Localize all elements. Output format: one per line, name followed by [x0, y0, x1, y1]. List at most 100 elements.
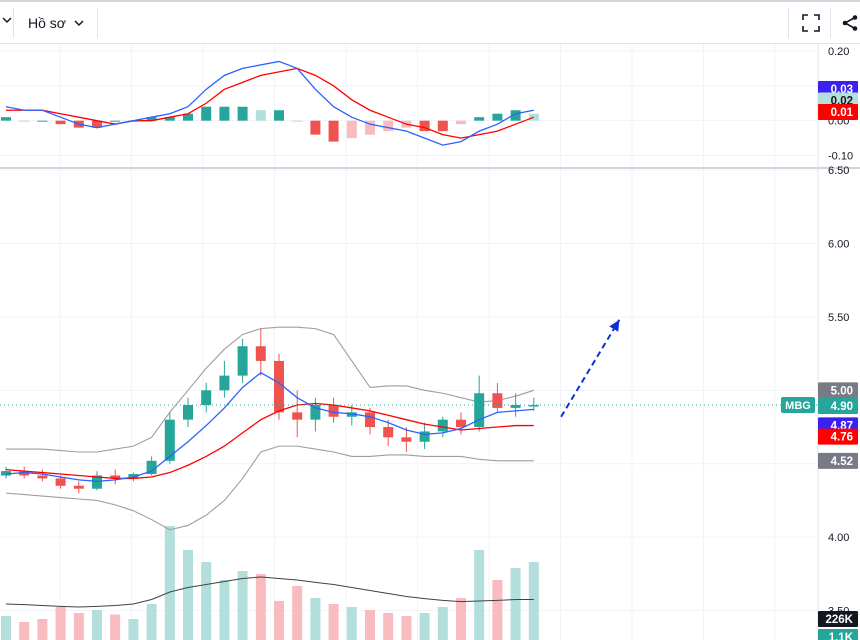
volume-bar — [1, 616, 11, 640]
volume-bar — [128, 619, 139, 640]
macd-histogram-bar — [183, 113, 193, 121]
candle-body — [510, 405, 521, 408]
bollinger-upper-value-label: 5.00 — [831, 385, 853, 397]
volume-bar — [510, 568, 521, 640]
volume-bar — [55, 607, 66, 640]
macd-histogram-bar — [110, 120, 121, 122]
volume-bar — [456, 598, 466, 640]
share-icon[interactable] — [834, 8, 860, 38]
macd-histogram-bar — [219, 106, 230, 121]
volume-bar — [19, 622, 30, 640]
signal-value-label-bg — [818, 103, 858, 120]
last-price-value-label-bg — [818, 398, 858, 414]
volume-ma-line — [5, 576, 534, 608]
candle-body — [365, 412, 375, 428]
bollinger-lower-value-label-bg — [818, 452, 858, 469]
chart-canvas[interactable]: 0.200.100.00-0.106.506.005.504.003.500.0… — [0, 44, 860, 640]
volume-bar — [73, 613, 84, 640]
volume-value-label: 1.1K — [829, 632, 854, 640]
macd-line — [5, 60, 534, 146]
price-axis-tick-label: 6.50 — [828, 165, 849, 177]
candle-body — [456, 419, 466, 428]
candle-body — [383, 427, 394, 438]
prediction-arrow — [560, 319, 621, 418]
volume-bar — [346, 607, 357, 640]
volume-bar — [164, 526, 175, 640]
volume-bar — [365, 610, 375, 640]
ticker-badge: MBG — [785, 400, 811, 412]
volume-bar — [328, 604, 339, 640]
candle-body — [73, 485, 84, 489]
volume-bar — [401, 616, 412, 640]
volume-bar — [146, 604, 157, 640]
price-axis-tick-label: 6.00 — [828, 238, 849, 250]
candle-body — [474, 393, 485, 428]
macd-histogram-bar — [201, 106, 212, 121]
candle-body — [237, 346, 248, 376]
macd-histogram-bar — [492, 113, 503, 121]
macd-axis-tick-label: 0.20 — [828, 46, 849, 58]
macd-histogram-bar — [419, 120, 430, 132]
chart-toolbar: Hồ sơ — [0, 0, 860, 44]
volume-ma-value-label-bg — [818, 611, 858, 627]
macd-histogram-bar — [92, 120, 102, 128]
candle-body — [183, 405, 193, 420]
candle-body — [110, 475, 121, 479]
macd-histogram-bar — [237, 106, 248, 121]
candle-body — [55, 478, 66, 486]
chevron-down-icon — [74, 15, 84, 31]
toolbar-divider — [788, 8, 789, 38]
candle-body — [128, 474, 139, 479]
macd-signal-line — [6, 67, 535, 139]
toolbar-divider — [97, 8, 98, 38]
macd-histogram-bar — [474, 117, 485, 121]
candle-body — [310, 405, 321, 420]
macd-histogram-bar — [365, 120, 375, 135]
volume-bar — [492, 580, 503, 640]
signal-value-label: 0.01 — [831, 107, 854, 119]
volume-bar — [437, 607, 448, 640]
macd-histogram-bar — [37, 120, 48, 122]
candle-body — [437, 419, 448, 432]
profile-dropdown[interactable]: Hồ sơ — [20, 8, 92, 38]
macd-histogram-bar — [19, 120, 30, 122]
toolbar-divider — [13, 8, 14, 38]
last-price-value-label: 4.90 — [831, 401, 853, 413]
volume-bar — [255, 574, 266, 640]
macd-histogram-bar — [437, 120, 448, 132]
slow-ma-value-label: 4.76 — [831, 432, 853, 444]
macd-histogram-bar — [346, 120, 357, 139]
candle-body — [92, 475, 102, 489]
candle-body — [37, 475, 48, 479]
chevron-down-icon[interactable] — [2, 14, 12, 28]
candle-body — [164, 419, 175, 461]
fullscreen-icon[interactable] — [795, 8, 827, 38]
volume-bar — [110, 614, 121, 640]
macd-histogram-bar — [328, 120, 339, 142]
candle-body — [401, 437, 412, 442]
bollinger-upper-value-label-bg — [818, 382, 858, 399]
volume-value-label-bg — [818, 629, 858, 640]
candle-body — [19, 471, 30, 476]
volume-bar — [474, 550, 485, 640]
prediction-arrowhead — [609, 319, 620, 332]
macd-histogram-bar — [383, 120, 394, 132]
fast-ma-line — [5, 371, 534, 483]
volume-ma-value-label: 226K — [826, 614, 854, 626]
volume-bar — [528, 562, 539, 640]
candle-body — [219, 375, 230, 391]
volume-bar — [310, 598, 321, 640]
macd-histogram-bar — [255, 110, 266, 121]
macd-histogram-bar — [310, 120, 321, 135]
volume-bar — [201, 562, 212, 640]
ticker-badge-bg — [781, 397, 815, 413]
macd-histogram-bar — [510, 110, 521, 121]
macd-histogram-bar — [1, 117, 11, 121]
volume-bar — [419, 613, 430, 640]
macd-axis-tick-label: -0.10 — [828, 151, 853, 163]
volume-bar — [292, 586, 303, 640]
slow-ma-line — [5, 402, 534, 480]
bollinger-lower-value-label: 4.52 — [831, 456, 853, 468]
volume-bar — [274, 601, 284, 640]
volume-bar — [37, 619, 48, 640]
